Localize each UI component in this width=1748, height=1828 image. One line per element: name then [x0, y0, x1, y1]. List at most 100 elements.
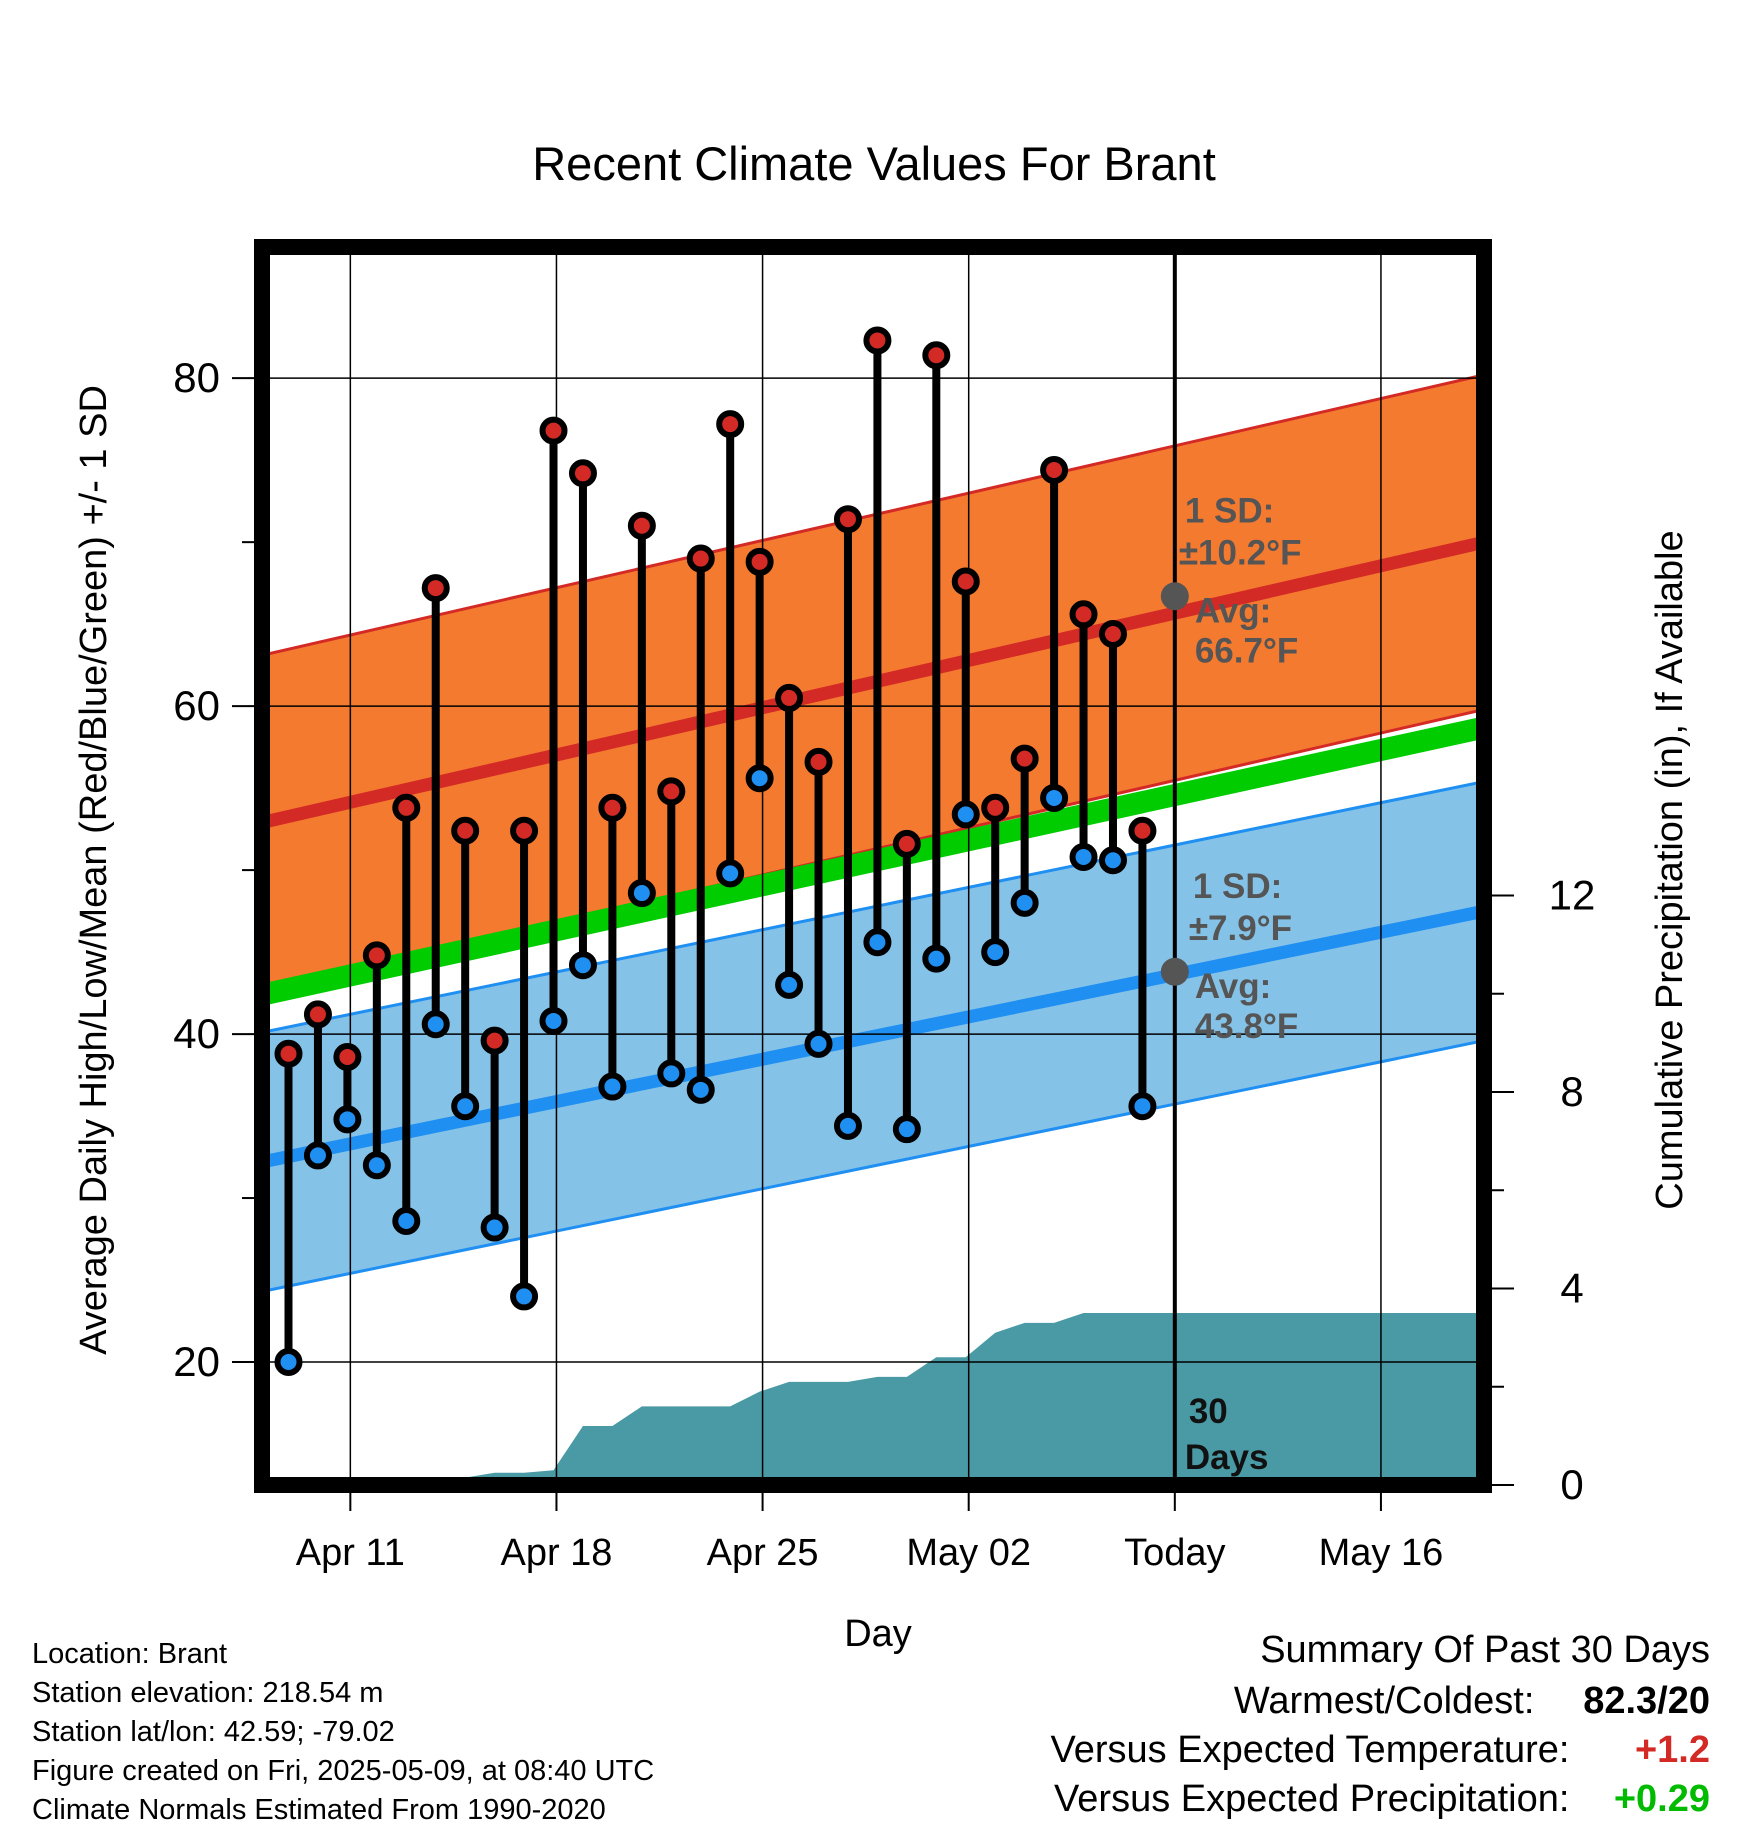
high-dot-20: [863, 326, 892, 355]
high-dot-28: [1098, 619, 1127, 648]
summary-warm-cold-value: 82.3/20: [1583, 1680, 1710, 1722]
high-dot-0: [274, 1039, 303, 1068]
x-tick-label-0: Apr 11: [296, 1532, 405, 1574]
summary-temp-label: Versus Expected Temperature:: [1050, 1729, 1570, 1771]
daily-dots: [274, 326, 1157, 1377]
low-dot-2: [333, 1105, 362, 1134]
summary-temp: Versus Expected Temperature: +1.2: [1051, 1731, 1710, 1769]
summary-temp-value: +1.2: [1634, 1729, 1710, 1771]
high-dot-5: [421, 574, 450, 603]
info-latlon: Station lat/lon: 42.59; -79.02: [32, 1716, 395, 1748]
high-dot-4: [392, 793, 421, 822]
y-left-tick-label-2: 60: [173, 682, 220, 729]
y-right-tick-label-2: 8: [1560, 1068, 1583, 1115]
high-sd-label: 1 SD:: [1185, 491, 1274, 530]
plot-area: [262, 247, 1484, 1485]
high-dot-12: [627, 511, 656, 540]
high-dot-7: [480, 1026, 509, 1055]
summary-warm-cold: Warmest/Coldest: 82.3/20: [1234, 1682, 1710, 1720]
low-dot-11: [598, 1072, 627, 1101]
daily-range-stems: [284, 340, 1147, 1363]
low-dot-18: [804, 1029, 833, 1058]
low-sd-value: ±7.9°F: [1189, 909, 1292, 948]
normal-high-line: [262, 535, 1484, 829]
high-dot-29: [1128, 816, 1157, 845]
x-tick-label-2: Apr 25: [707, 1532, 819, 1574]
low-dot-15: [716, 859, 745, 888]
low-dot-24: [981, 938, 1010, 967]
low-dot-25: [1010, 888, 1039, 917]
info-elevation: Station elevation: 218.54 m: [32, 1677, 384, 1709]
x-axis-label: Day: [844, 1613, 912, 1655]
high-dot-14: [686, 544, 715, 573]
summary-warm-cold-label: Warmest/Coldest:: [1233, 1680, 1535, 1722]
y-right-tick-label-1: 4: [1560, 1264, 1583, 1311]
low-dot-10: [568, 951, 597, 980]
x-tick-label-1: Apr 18: [500, 1532, 612, 1574]
y-axis-label-left: Average Daily High/Low/Mean (Red/Blue/Gr…: [73, 385, 115, 1355]
precipitation-area: [288, 1313, 1484, 1485]
high-dot-11: [598, 793, 627, 822]
y-left-tick-label-3: 80: [173, 354, 220, 401]
low-dot-29: [1128, 1092, 1157, 1121]
low-dot-0: [274, 1348, 303, 1377]
low-dot-23: [951, 800, 980, 829]
info-location: Location: Brant: [32, 1638, 228, 1670]
precip-area: [288, 1313, 1484, 1485]
info-created: Figure created on Fri, 2025-05-09, at 08…: [32, 1755, 655, 1787]
today-low-avg-marker: [1160, 957, 1189, 986]
summary-precip-value: +0.29: [1613, 1778, 1710, 1820]
low-dot-28: [1098, 846, 1127, 875]
high-dot-2: [333, 1043, 362, 1072]
high-dot-15: [716, 410, 745, 439]
low-dot-3: [362, 1151, 391, 1180]
high-avg-label: Avg:: [1195, 591, 1271, 630]
low-dot-21: [892, 1115, 921, 1144]
low-dot-20: [863, 928, 892, 957]
normal-high-band-upper-edge: [262, 373, 1484, 657]
high-dot-6: [451, 816, 480, 845]
y-right-tick-label-0: 0: [1560, 1461, 1583, 1508]
high-dot-16: [745, 547, 774, 576]
plot-frame: [254, 239, 1492, 1493]
y-left-tick-label-1: 40: [173, 1010, 220, 1057]
low-dot-27: [1069, 842, 1098, 871]
high-dot-3: [362, 941, 391, 970]
y-right-tick-label-3: 12: [1549, 871, 1596, 918]
precip-days-word: Days: [1185, 1438, 1269, 1477]
low-dot-4: [392, 1207, 421, 1236]
high-sd-value: ±10.2°F: [1179, 533, 1302, 572]
high-dot-10: [568, 459, 597, 488]
low-dot-9: [539, 1006, 568, 1035]
low-dot-13: [657, 1059, 686, 1088]
low-dot-1: [303, 1141, 332, 1170]
high-dot-22: [922, 341, 951, 370]
today-high-avg-marker: [1160, 582, 1189, 611]
high-dot-21: [892, 829, 921, 858]
normal-low-band-lower-edge: [262, 1039, 1484, 1293]
axis-ticks: Apr 11 Apr 18 Apr 25 May 02 Today May 1620406…: [173, 354, 1595, 1574]
low-dot-16: [745, 764, 774, 793]
summary-title: Summary Of Past 30 Days: [1260, 1629, 1710, 1671]
x-tick-label-4: Today: [1124, 1532, 1225, 1574]
low-dot-17: [775, 970, 804, 999]
high-dot-18: [804, 747, 833, 776]
low-dot-19: [833, 1111, 862, 1140]
high-dot-1: [303, 1000, 332, 1029]
x-tick-label-3: May 02: [906, 1532, 1031, 1574]
high-dot-24: [981, 793, 1010, 822]
precip-days-count: 30: [1189, 1392, 1228, 1431]
low-dot-7: [480, 1213, 509, 1242]
high-dot-23: [951, 567, 980, 596]
y-left-tick-label-0: 20: [173, 1338, 220, 1385]
summary-precip: Versus Expected Precipitation: +0.29: [1054, 1780, 1710, 1818]
low-sd-label: 1 SD:: [1193, 867, 1282, 906]
high-avg-value: 66.7°F: [1195, 631, 1299, 670]
y-axis-label-right: Cumulative Precipitation (in), If Availa…: [1649, 530, 1691, 1209]
low-dot-14: [686, 1075, 715, 1104]
high-dot-25: [1010, 744, 1039, 773]
info-normals: Climate Normals Estimated From 1990-2020: [32, 1794, 606, 1826]
high-dot-8: [510, 816, 539, 845]
high-dot-26: [1040, 456, 1069, 485]
